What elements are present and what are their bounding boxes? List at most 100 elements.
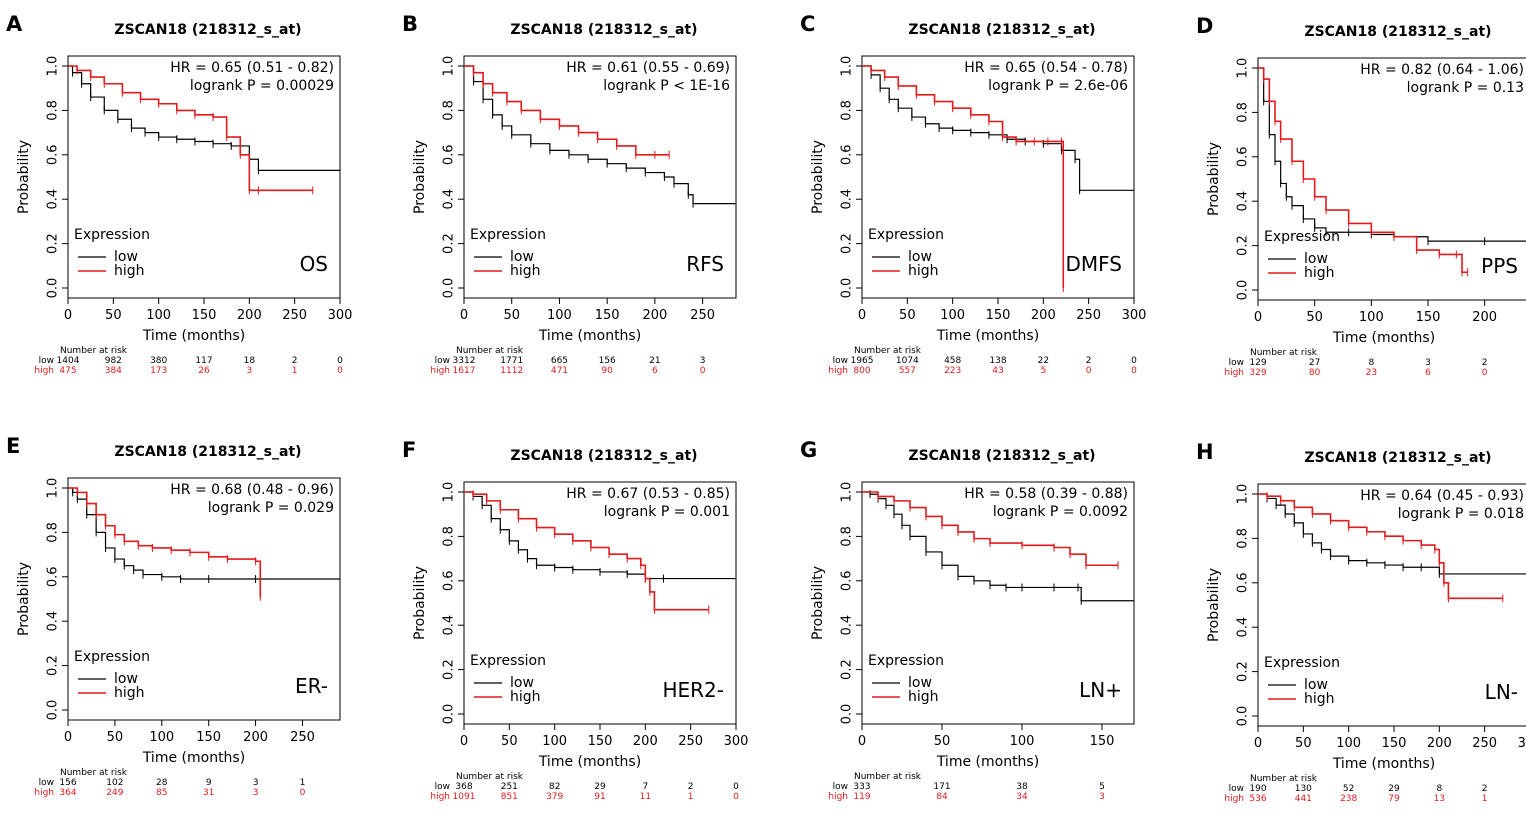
legend-label-high: high: [908, 263, 939, 279]
y-tick-label: 0.4: [46, 611, 61, 632]
km-plot: 0.0 0.2 0.4 0.6 0.8 1.0 0 50 100 150 200 Time (mont…: [1206, 57, 1526, 346]
logrank-p: logrank P = 0.001: [604, 504, 730, 520]
x-tick-label: 200: [243, 730, 268, 745]
risk-row-label-low: low: [434, 356, 450, 366]
x-tick-label: 200: [237, 308, 262, 323]
x-tick-label: 0: [64, 730, 72, 745]
y-axis-label: Probability: [16, 140, 32, 214]
y-axis-label: Probability: [412, 566, 428, 640]
x-tick-label: 250: [282, 308, 307, 323]
risk-high-value: 379: [546, 792, 564, 802]
risk-high-value: 3: [1099, 792, 1105, 802]
legend-label-high: high: [908, 689, 939, 705]
y-tick-label: 0.0: [442, 704, 457, 725]
x-tick-label: 150: [986, 308, 1011, 323]
risk-high-value: 1: [687, 792, 694, 802]
x-axis-label: Time (months): [142, 328, 245, 344]
risk-low-value: 0: [1131, 356, 1137, 366]
logrank-p: logrank P < 1E-16: [603, 78, 730, 94]
risk-low-value: 130: [1294, 784, 1312, 794]
risk-table: Number at risk low high 156 364 102 249 28 85 9 31…: [34, 768, 386, 808]
risk-low-value: 2: [1481, 358, 1488, 368]
chart-title: ZSCAN18 (218312_s_at): [908, 22, 1096, 38]
x-tick-label: 0: [460, 308, 468, 323]
number-at-risk-label: Number at risk: [854, 772, 922, 782]
y-axis-label: Probability: [412, 140, 428, 214]
y-tick-label: 0.6: [840, 570, 855, 591]
risk-row-label-low: low: [38, 356, 54, 366]
legend-title: Expression: [470, 653, 546, 669]
risk-high-value: 173: [150, 366, 168, 376]
y-tick-label: 0.0: [46, 700, 61, 721]
km-plot: 0.0 0.2 0.4 0.6 0.8 1.0 0 50 100 150 200 250 300 Time…: [412, 481, 748, 770]
km-panel-b: B ZSCAN18 (218312_s_at) 0.0 0.2 0.4 0.6 0.8 1.0…: [402, 12, 784, 410]
km-curve-low: [68, 487, 340, 580]
risk-low-value: 3: [1425, 358, 1431, 368]
risk-high-value: 91: [594, 792, 606, 802]
legend-title: Expression: [74, 649, 150, 665]
hazard-ratio: HR = 0.61 (0.55 - 0.69): [566, 60, 730, 76]
x-tick-label: 250: [1472, 736, 1497, 751]
risk-row-label-low: low: [832, 356, 848, 366]
risk-low-value: 117: [195, 356, 213, 366]
y-tick-label: 0.0: [840, 704, 855, 725]
risk-high-value: 238: [1340, 794, 1358, 804]
number-at-risk-label: Number at risk: [1250, 774, 1318, 784]
y-axis-label: Probability: [810, 140, 826, 214]
legend-label-high: high: [510, 689, 541, 705]
x-tick-label: 250: [678, 734, 703, 749]
chart-title: ZSCAN18 (218312_s_at): [510, 448, 698, 464]
y-tick-label: 0.8: [840, 526, 855, 547]
x-tick-label: 300: [1122, 308, 1147, 323]
y-axis-label: Probability: [1206, 568, 1222, 642]
y-tick-label: 0.0: [840, 278, 855, 299]
y-tick-label: 0.8: [442, 100, 457, 121]
y-tick-label: 0.8: [1236, 528, 1251, 549]
risk-table: Number at risk low high 1404 475 982 384 380 173…: [34, 346, 386, 386]
x-tick-label: 100: [547, 308, 572, 323]
risk-row-label-high: high: [430, 366, 450, 376]
x-tick-label: 200: [1427, 736, 1452, 751]
panel-letter: H: [1196, 440, 1214, 464]
risk-high-value: 6: [1425, 368, 1431, 378]
risk-high-value: 13: [1433, 794, 1446, 804]
risk-high-value: 85: [156, 788, 168, 798]
risk-high-value: 79: [1388, 794, 1400, 804]
risk-high-value: 0: [1131, 366, 1137, 376]
number-at-risk-label: Number at risk: [456, 772, 524, 782]
risk-row-label-low: low: [1228, 358, 1244, 368]
chart-title: ZSCAN18 (218312_s_at): [510, 22, 698, 38]
risk-low-value: 8: [1368, 358, 1375, 368]
x-tick-label: 100: [940, 308, 965, 323]
risk-high-value: 11: [639, 792, 652, 802]
risk-high-value: 3: [252, 788, 259, 798]
risk-low-value: 8: [1436, 784, 1443, 794]
risk-row-label-high: high: [34, 366, 54, 376]
y-tick-label: 0.8: [442, 526, 457, 547]
x-axis-label: Time (months): [1332, 330, 1435, 346]
y-tick-label: 1.0: [442, 56, 457, 77]
x-tick-label: 150: [1416, 310, 1441, 325]
km-panel-g: G ZSCAN18 (218312_s_at) 0.0 0.2 0.4 0.6 0.8 1.0…: [800, 438, 1182, 836]
legend-label-high: high: [114, 263, 145, 279]
risk-high-value: 1617: [452, 366, 476, 376]
endpoint-label: HER2-: [662, 678, 724, 702]
legend-label-low: low: [908, 249, 932, 265]
number-at-risk-label: Number at risk: [854, 346, 922, 356]
y-axis-label: Probability: [16, 562, 32, 636]
legend-label-high: high: [1304, 265, 1335, 281]
risk-high-value: 119: [853, 792, 871, 802]
y-tick-label: 0.4: [1236, 617, 1251, 638]
logrank-p: logrank P = 0.018: [1398, 506, 1524, 522]
endpoint-label: DMFS: [1065, 252, 1122, 276]
endpoint-label: PPS: [1481, 254, 1518, 278]
risk-low-value: 3312: [452, 356, 476, 366]
x-tick-label: 0: [1254, 310, 1262, 325]
logrank-p: logrank P = 2.6e-06: [988, 78, 1128, 94]
risk-high-value: 800: [853, 366, 871, 376]
risk-low-value: 27: [1308, 358, 1321, 368]
y-tick-label: 0.4: [840, 189, 855, 210]
plot-frame: [67, 477, 341, 721]
panel-letter: B: [402, 12, 419, 36]
x-tick-label: 50: [1295, 736, 1312, 751]
